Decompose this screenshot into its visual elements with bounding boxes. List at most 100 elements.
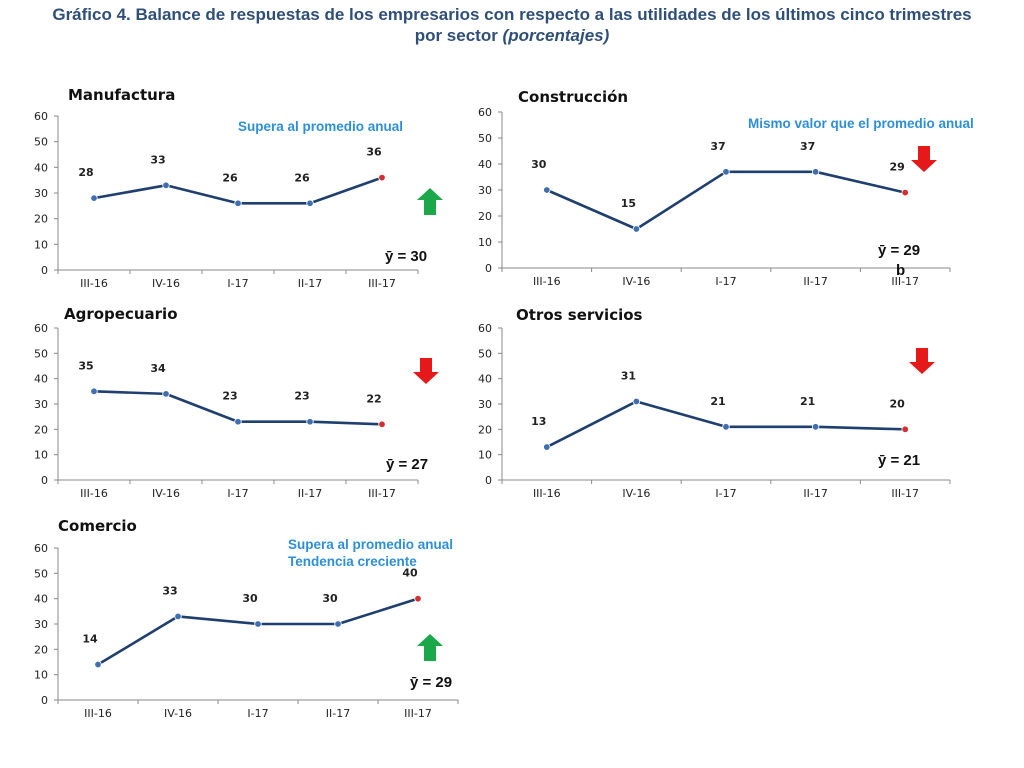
chart-2-data-label: 15 [621, 197, 636, 210]
chart-1-x-tick-label: II-17 [298, 277, 322, 290]
chart-5-data-point [414, 594, 422, 603]
chart-1-note: Supera al promedio anual [238, 118, 403, 135]
chart-5-data-point [254, 620, 262, 628]
chart-3-x-tick-label: II-17 [298, 487, 322, 500]
chart-5-average-label: ȳ = 29 [410, 674, 453, 691]
chart-2: Construcción 0 10 20 30 40 50 60 III-16 IV-16 I-17… [462, 82, 1017, 302]
chart-1-x-tick-label: IV-16 [152, 277, 180, 290]
chart-2-data-label: 37 [800, 140, 815, 153]
chart-1-series-line [93, 176, 383, 205]
chart-3-x-tick-label: III-17 [368, 487, 396, 500]
chart-4-x-tick-label: III-17 [891, 487, 919, 500]
chart-3-y-tick-label: 40 [34, 373, 48, 386]
chart-4-y-tick-label: 60 [478, 322, 492, 335]
chart-1-data-label: 28 [78, 166, 93, 179]
chart-4-data-point [543, 443, 551, 451]
chart-5-y-tick-label: 30 [34, 618, 48, 631]
chart-3-data-label: 34 [150, 362, 166, 375]
down-arrow-icon [911, 146, 937, 172]
chart-1-y-tick-label: 50 [34, 136, 48, 149]
chart-1: Manufactura 0 10 20 30 40 50 60 III-16 IV-16 I-17 I… [20, 82, 460, 302]
chart-2-x-tick-label: II-17 [803, 275, 827, 288]
chart-1-x-tick-label: III-16 [80, 277, 108, 290]
chart-5-y-tick-label: 50 [34, 567, 48, 580]
chart-5-plot: 0 10 20 30 40 50 60 III-16 IV-16 I-17 II-17 III-17 1… [34, 542, 459, 720]
chart-5-y-tick-label: 20 [34, 643, 48, 656]
chart-3-y-tick-label: 10 [34, 449, 48, 462]
chart-4-y-tick-label: 0 [485, 474, 492, 487]
chart-4-data-label: 21 [710, 395, 725, 408]
chart-5-y-tick-label: 0 [41, 694, 48, 707]
chart-5-x-tick-label: II-17 [326, 707, 350, 720]
chart-2-note: Mismo valor que el promedio anual [748, 115, 974, 132]
chart-2-y-tick-label: 10 [478, 236, 492, 249]
chart-5-note-line: Tendencia creciente [288, 554, 417, 569]
chart-4-data-point [901, 425, 909, 434]
chart-4-data-label: 21 [800, 395, 815, 408]
chart-4-plot: 0 10 20 30 40 50 60 III-16 IV-16 I-17 II-17 III-17 1… [478, 322, 951, 500]
chart-1-title: Manufactura [68, 86, 176, 104]
chart-3-data-label: 23 [222, 390, 237, 403]
chart-4-y-tick-label: 40 [478, 373, 492, 386]
chart-2-series-line [546, 170, 906, 231]
chart-4-x-tick-label: I-17 [715, 487, 736, 500]
chart-2-y-tick-label: 40 [478, 158, 492, 171]
chart-2-data-point [722, 168, 730, 176]
chart-3-title: Agropecuario [64, 305, 178, 323]
chart-3-data-label: 35 [78, 359, 93, 372]
chart-5: Comercio 0 10 20 30 40 50 60 III-16 IV-16 I-17 II-1… [20, 512, 490, 732]
chart-5-data-label: 33 [162, 584, 177, 597]
main-title-units: (porcentajes) [502, 26, 610, 45]
chart-1-plot: 0 10 20 30 40 50 60 III-16 IV-16 I-17 II-17 III-17 2… [34, 110, 443, 290]
chart-5-y-tick-label: 10 [34, 669, 48, 682]
chart-4-x-tick-label: IV-16 [622, 487, 650, 500]
main-title-line-1: Gráfico 4. Balance de respuestas de los … [52, 5, 972, 24]
chart-1-data-point [90, 194, 98, 202]
chart-5-x-tick-label: I-17 [247, 707, 268, 720]
chart-5-data-label: 30 [322, 592, 338, 605]
chart-5-note-line: Supera al promedio anual [288, 537, 454, 552]
chart-1-y-tick-label: 40 [34, 161, 48, 174]
chart-4-title: Otros servicios [516, 306, 643, 324]
chart-2-plot: 0 10 20 30 40 50 60 III-16 IV-16 I-17 II-17 III-17 3… [478, 106, 951, 288]
chart-2-x-tick-label: I-17 [715, 275, 736, 288]
chart-1-data-label: 33 [150, 153, 165, 166]
chart-3-y-tick-label: 20 [34, 423, 48, 436]
chart-3-y-tick-label: 30 [34, 398, 48, 411]
chart-3-y-tick-label: 50 [34, 347, 48, 360]
chart-4-y-tick-label: 30 [478, 398, 492, 411]
chart-3-plot: 0 10 20 30 40 50 60 III-16 IV-16 I-17 II-17 III-17 3… [34, 322, 439, 500]
chart-2-data-point [811, 168, 820, 176]
chart-2-y-tick-label: 60 [478, 106, 492, 119]
chart-4-average-label: ȳ = 21 [878, 452, 921, 469]
chart-5-y-tick-label: 40 [34, 593, 48, 606]
chart-5-data-label: 14 [82, 633, 98, 646]
chart-1-y-tick-label: 10 [34, 238, 48, 251]
chart-3-x-tick-label: IV-16 [152, 487, 180, 500]
chart-2-x-tick-label: III-16 [533, 275, 561, 288]
chart-4-y-tick-label: 50 [478, 347, 492, 360]
chart-4-y-tick-label: 10 [478, 449, 492, 462]
chart-5-data-label: 40 [402, 567, 418, 580]
chart-5-x-tick-label: III-17 [404, 707, 432, 720]
chart-3-y-tick-label: 60 [34, 322, 48, 335]
chart-1-average-label: ȳ = 30 [385, 248, 428, 265]
chart-1-data-point [306, 199, 314, 207]
chart-5-data-point [334, 620, 342, 628]
chart-2-x-tick-label: III-17 [891, 275, 919, 288]
chart-2-x-tick-label: IV-16 [622, 275, 650, 288]
chart-2-title: Construcción [518, 88, 629, 106]
chart-4-data-point [811, 423, 820, 431]
chart-4-data-label: 13 [531, 415, 546, 428]
main-title-sector: por sector [414, 26, 503, 45]
chart-1-data-point [378, 173, 386, 182]
chart-1-data-point [234, 199, 242, 207]
main-title: Gráfico 4. Balance de respuestas de los … [0, 4, 1024, 46]
chart-3-average-label: ȳ = 27 [386, 456, 429, 473]
chart-3-data-point [234, 418, 242, 426]
chart-2-data-label: 30 [531, 158, 547, 171]
chart-1-y-tick-label: 20 [34, 213, 48, 226]
chart-1-data-label: 26 [294, 171, 310, 184]
chart-4-data-point [632, 397, 641, 406]
up-arrow-icon [417, 188, 443, 215]
